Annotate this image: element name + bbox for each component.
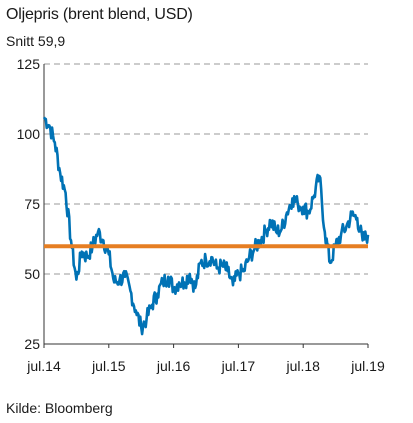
- y-tick-label-25: 25: [24, 336, 40, 352]
- price-series-line: [42, 116, 370, 336]
- average-label: Snitt 59,9: [6, 33, 66, 49]
- source-note: Kilde: Bloomberg: [6, 400, 113, 416]
- y-tick-label-50: 50: [24, 266, 40, 282]
- y-tick-label-75: 75: [24, 196, 40, 212]
- x-tick-label-2: jul.16: [156, 358, 191, 374]
- x-tick-label-3: jul.17: [221, 358, 256, 374]
- y-tick-label-125: 125: [17, 56, 41, 72]
- y-tick-label-100: 100: [17, 126, 41, 142]
- x-tick-label-1: jul.15: [91, 358, 126, 374]
- x-tick-label-4: jul.18: [285, 358, 320, 374]
- x-tick-label-0: jul.14: [26, 358, 61, 374]
- x-tick-label-5: jul.19: [350, 358, 385, 374]
- chart-title: Oljepris (brent blend, USD): [6, 6, 193, 23]
